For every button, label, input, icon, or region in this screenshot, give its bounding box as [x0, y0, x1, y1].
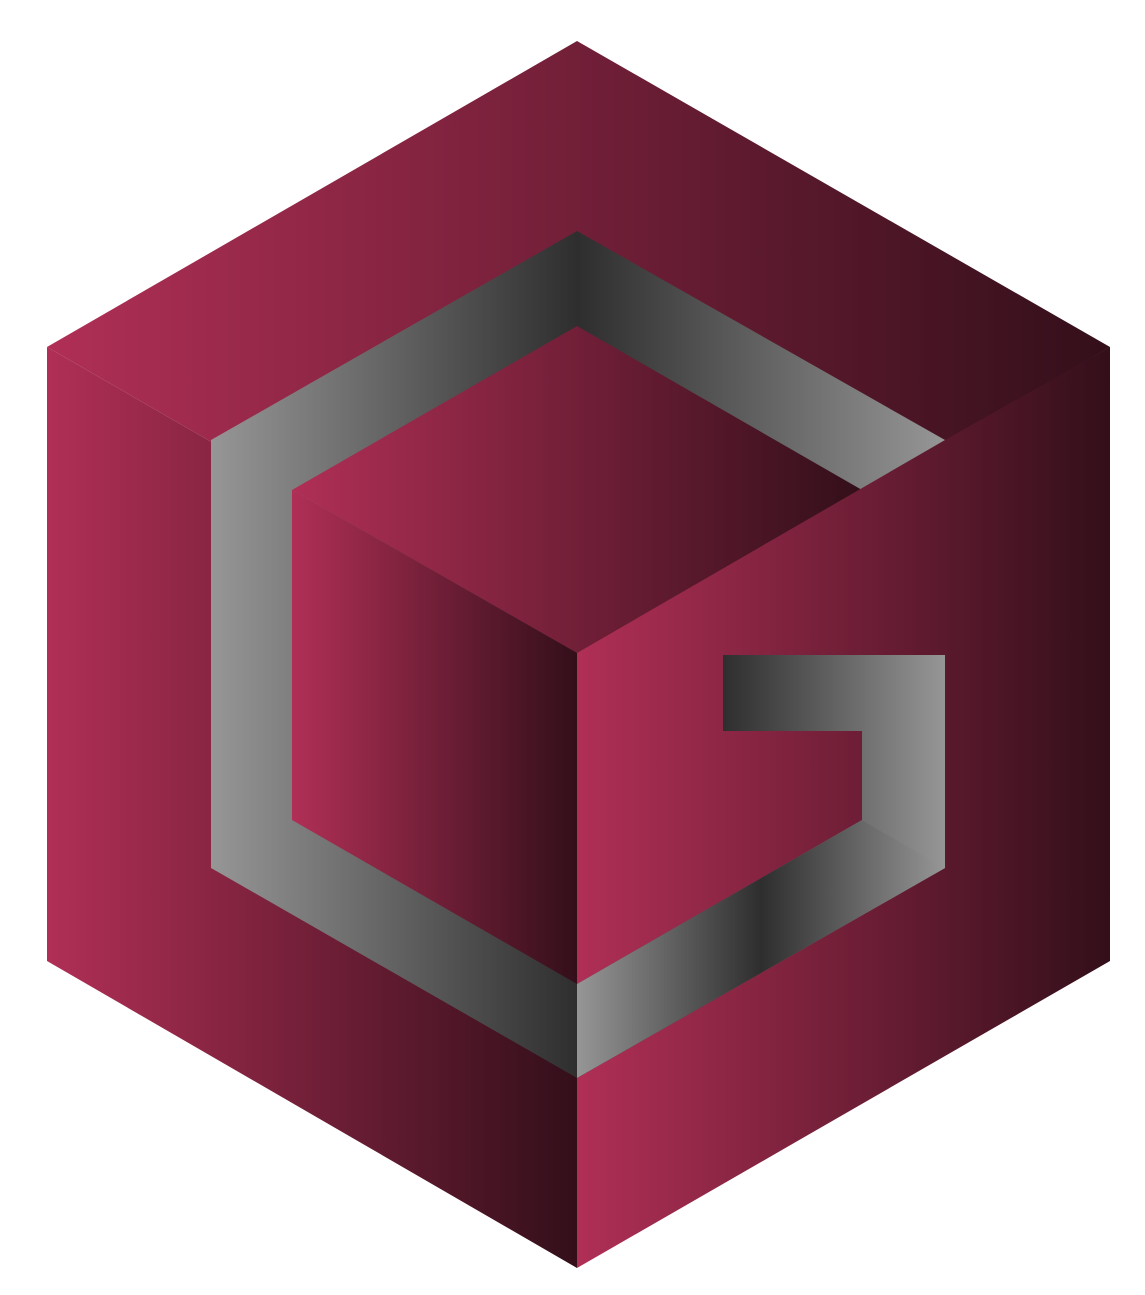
inner-left-face [292, 490, 577, 984]
g-band-lower-right [577, 820, 945, 1078]
g-hook [723, 655, 945, 868]
